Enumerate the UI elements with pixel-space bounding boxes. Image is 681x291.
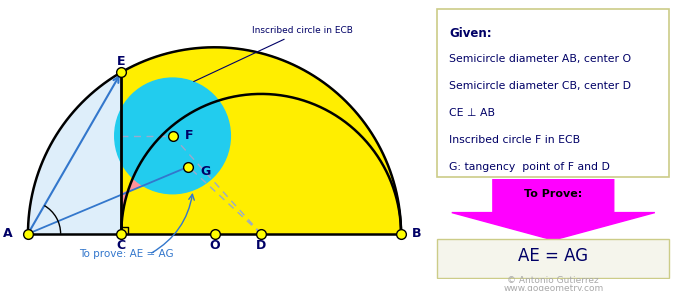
FancyBboxPatch shape [437,239,669,278]
Text: C: C [116,239,126,253]
FancyBboxPatch shape [437,9,669,177]
Text: D: D [256,239,266,253]
Text: G: G [200,165,210,178]
Polygon shape [28,47,401,234]
Circle shape [114,78,230,194]
Text: CE ⊥ AB: CE ⊥ AB [449,108,495,118]
Polygon shape [121,47,401,234]
Polygon shape [452,179,655,240]
Text: O: O [209,239,220,253]
Text: E: E [117,55,125,68]
Text: To prove: AE = AG: To prove: AE = AG [79,249,174,259]
Text: B: B [412,227,422,240]
Text: F: F [185,129,193,142]
Text: © Antonio Gutierrez: © Antonio Gutierrez [507,276,599,285]
Polygon shape [121,139,189,234]
Text: Semicircle diameter CB, center D: Semicircle diameter CB, center D [449,81,631,91]
Text: www.gogeometry.com: www.gogeometry.com [503,284,603,291]
Text: A: A [3,227,12,240]
Text: Semicircle diameter AB, center O: Semicircle diameter AB, center O [449,54,631,64]
Text: AE = AG: AE = AG [518,247,588,265]
Text: Inscribed circle F in ECB: Inscribed circle F in ECB [449,135,580,145]
Text: Given:: Given: [449,27,492,40]
Text: G: tangency  point of F and D: G: tangency point of F and D [449,162,610,172]
Text: Inscribed circle in ECB: Inscribed circle in ECB [193,26,353,81]
Text: To Prove:: To Prove: [524,189,582,199]
